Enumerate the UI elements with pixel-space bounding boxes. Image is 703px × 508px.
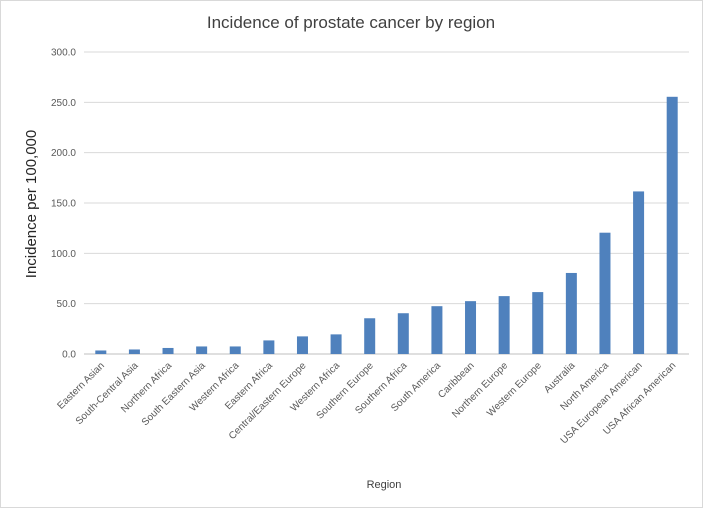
- bar: [633, 191, 645, 354]
- y-tick-label: 300.0: [51, 48, 76, 59]
- bar: [296, 336, 308, 354]
- bar: [565, 272, 577, 354]
- bar: [397, 313, 409, 354]
- x-category-label: Southern Europe: [315, 360, 377, 422]
- bar: [229, 346, 241, 354]
- bar: [532, 292, 544, 354]
- bar: [330, 334, 342, 354]
- chart-title: Incidence of prostate cancer by region: [207, 13, 495, 32]
- bar: [431, 306, 443, 354]
- x-category-label: South Eastern Asia: [140, 360, 208, 428]
- bar: [599, 232, 611, 354]
- y-tick-label: 250.0: [51, 98, 76, 109]
- bar: [162, 347, 174, 354]
- bar: [128, 349, 140, 354]
- bar: [498, 296, 510, 354]
- bar: [666, 96, 678, 355]
- bar: [364, 318, 376, 354]
- y-tick-label: 100.0: [51, 249, 76, 260]
- bars: [95, 96, 678, 355]
- bar: [196, 346, 208, 354]
- y-tick-label: 50.0: [57, 299, 77, 310]
- x-category-label: South-Central Asia: [74, 360, 141, 427]
- bar: [95, 350, 107, 354]
- y-axis-label: Incidence per 100,000: [23, 130, 40, 278]
- bar: [465, 301, 477, 354]
- x-axis-label: Region: [367, 479, 402, 491]
- gridlines: [84, 51, 689, 355]
- y-tick-label: 150.0: [51, 199, 76, 210]
- y-axis-ticks: 0.0 50.0 100.0 150.0 200.0 250.0 300.0: [51, 48, 76, 361]
- y-tick-label: 0.0: [62, 350, 76, 361]
- bar: [263, 340, 275, 354]
- y-tick-label: 200.0: [51, 148, 76, 159]
